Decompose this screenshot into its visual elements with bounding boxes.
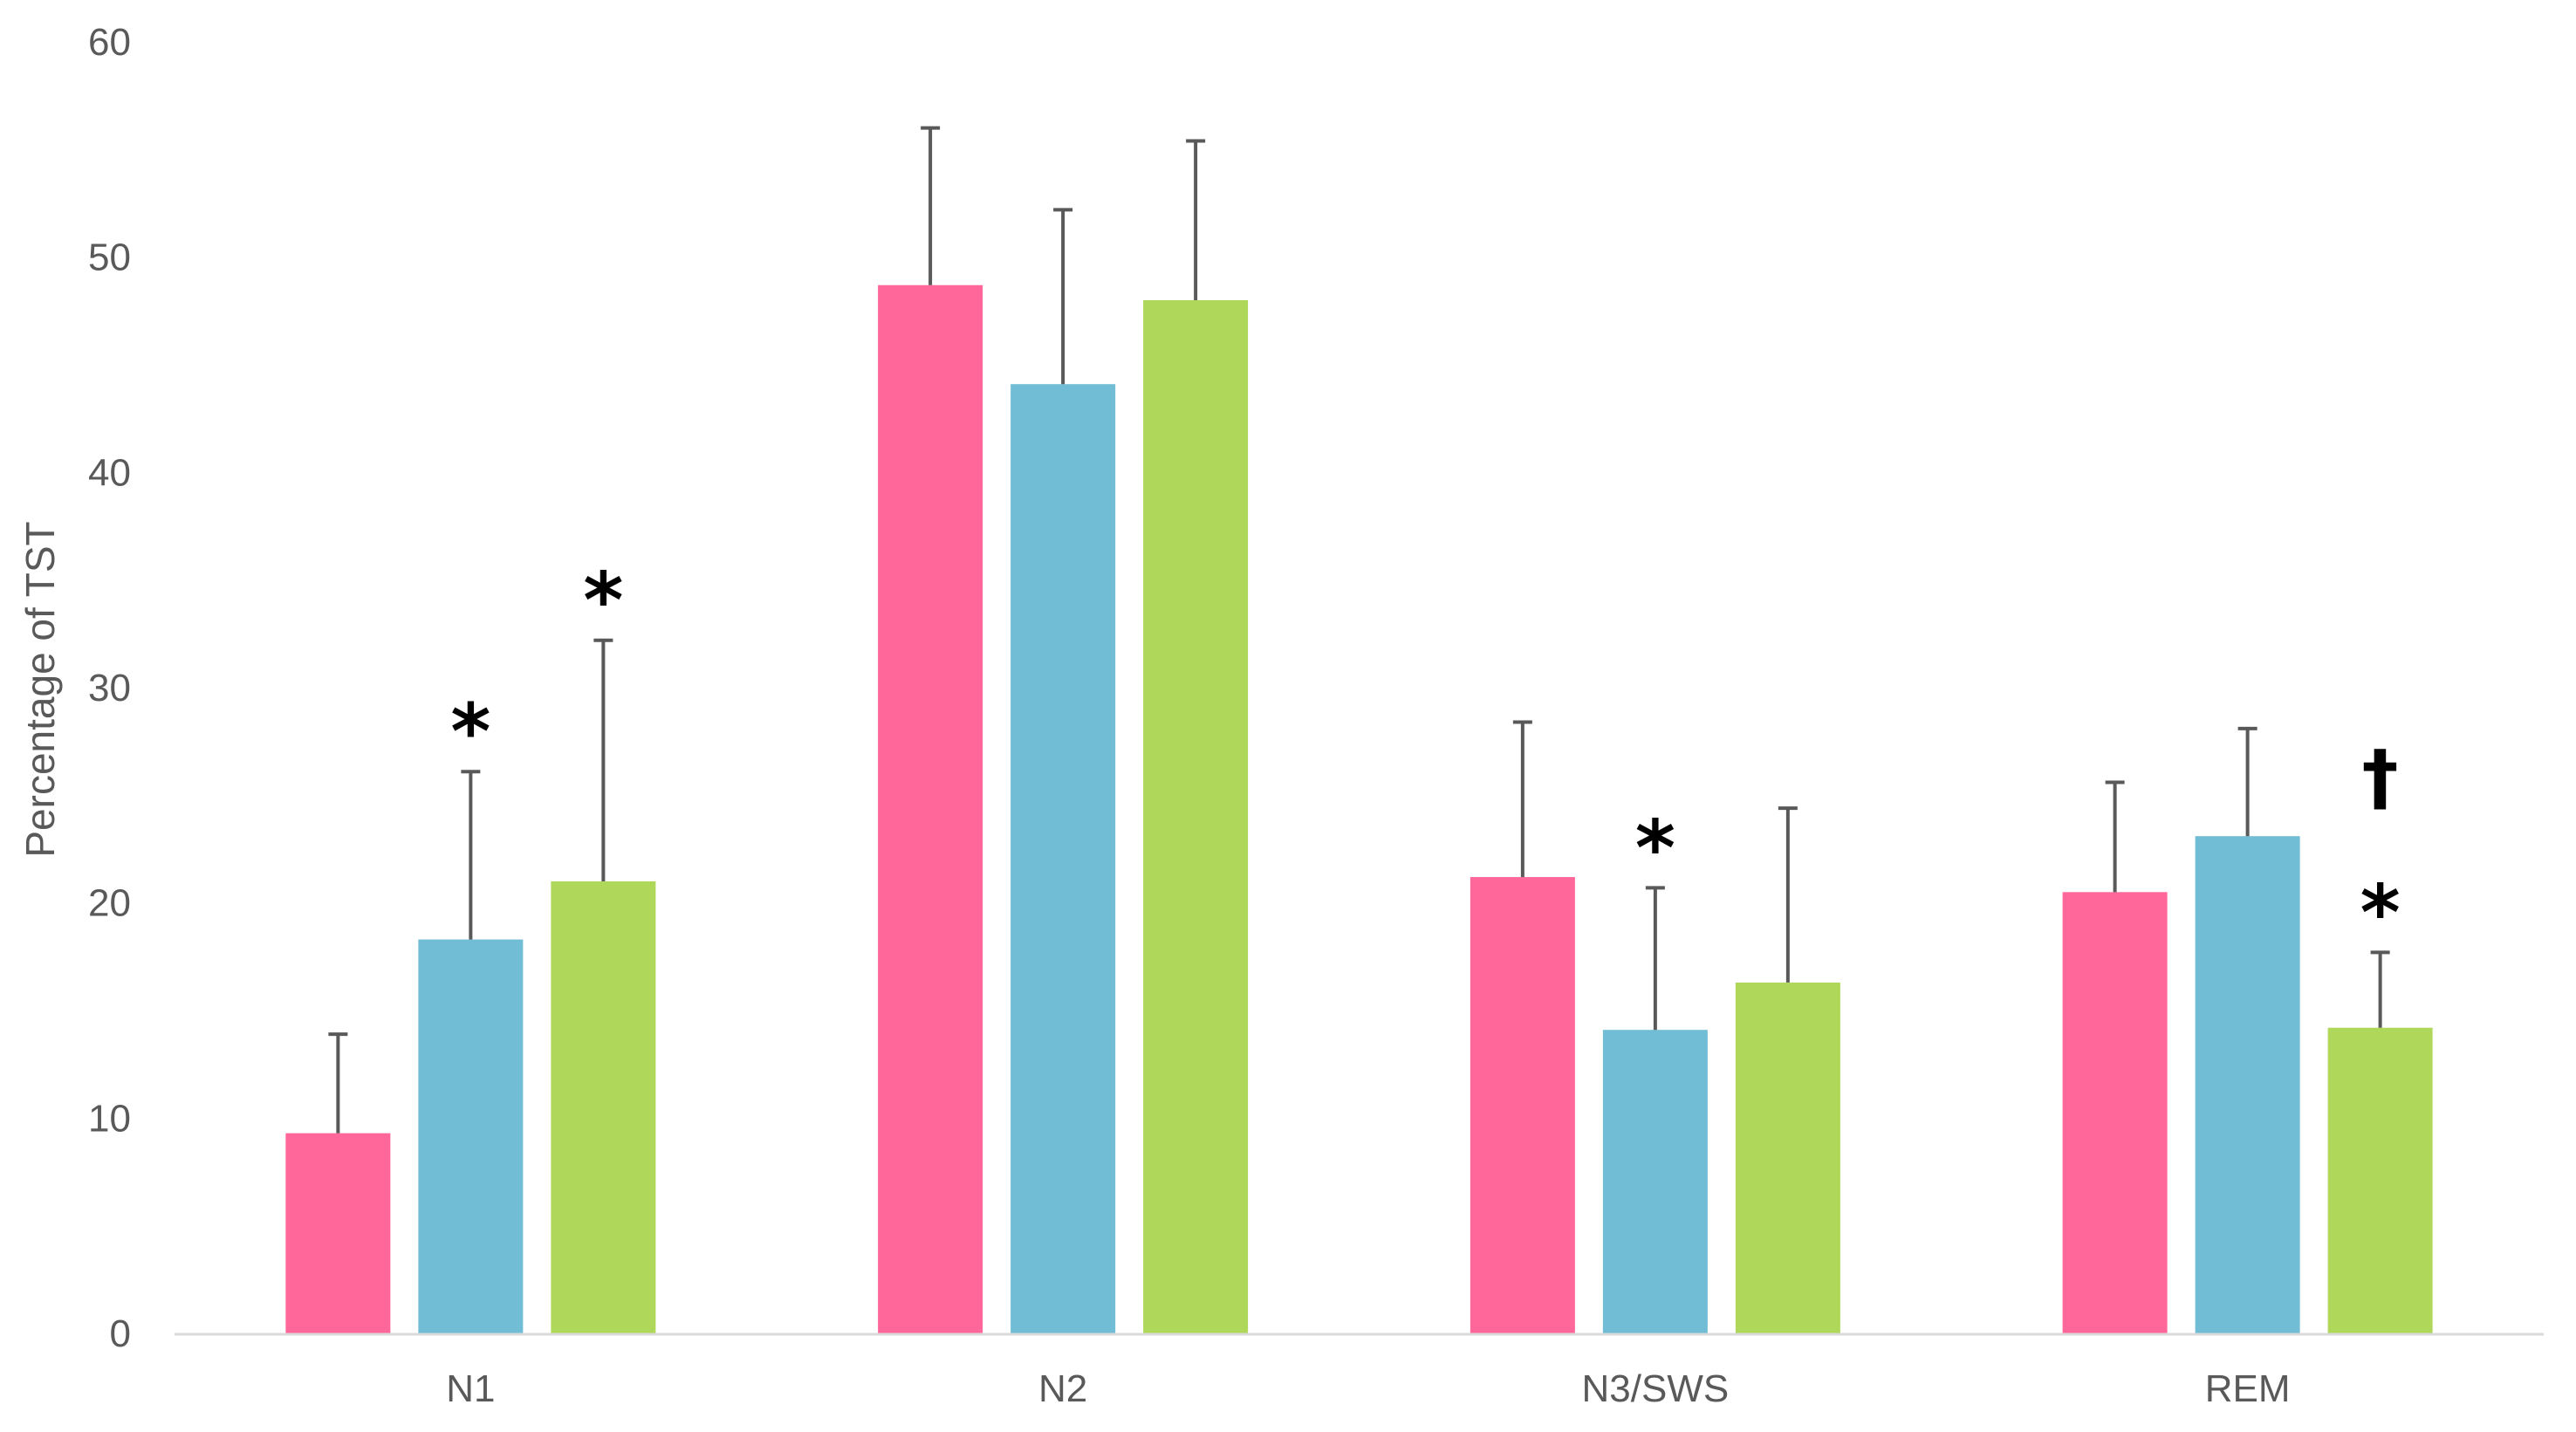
y-tick-label: 60 — [88, 21, 131, 64]
bar-n3-sws-series-2 — [1602, 1030, 1708, 1333]
y-tick-label: 40 — [88, 451, 131, 494]
category-label: REM — [2205, 1367, 2291, 1410]
y-tick-label: 30 — [88, 667, 131, 709]
category-label: N2 — [1038, 1367, 1087, 1410]
bar-n2-series-2 — [1011, 384, 1116, 1334]
y-tick-label: 20 — [88, 882, 131, 925]
y-tick-label: 50 — [88, 236, 131, 279]
error-bars-group — [328, 126, 2390, 1134]
y-tick-label: 0 — [110, 1312, 131, 1355]
bar-n2-series-1 — [878, 284, 983, 1333]
bars-group — [285, 284, 2433, 1334]
asterisk-annotation: * — [2360, 867, 2401, 957]
bar-n1-series-2 — [418, 939, 524, 1333]
bar-n1-series-1 — [285, 1133, 391, 1333]
category-labels: N1 N2 N3/SWS REM — [446, 1367, 2290, 1410]
category-label: N1 — [446, 1367, 495, 1410]
y-axis-ticks: 0 10 20 30 40 50 60 — [88, 21, 131, 1355]
category-label: N3/SWS — [1582, 1367, 1730, 1410]
bar-n1-series-3 — [551, 881, 656, 1333]
bar-n2-series-3 — [1143, 300, 1249, 1333]
bar-n3-sws-series-3 — [1735, 982, 1840, 1333]
dagger-annotation: † — [2362, 734, 2399, 819]
asterisk-annotation: * — [450, 687, 490, 777]
y-axis-title: Percentage of TST — [17, 521, 63, 857]
bar-rem-series-1 — [2062, 892, 2168, 1333]
annotations-group: * * * * † — [450, 556, 2400, 958]
bar-rem-series-2 — [2195, 836, 2300, 1333]
y-axis-title-group: Percentage of TST — [17, 521, 63, 857]
asterisk-annotation: * — [1635, 803, 1675, 893]
bar-rem-series-3 — [2327, 1027, 2433, 1333]
bar-n3-sws-series-1 — [1470, 877, 1575, 1333]
y-tick-label: 10 — [88, 1097, 131, 1140]
asterisk-annotation: * — [583, 556, 623, 646]
